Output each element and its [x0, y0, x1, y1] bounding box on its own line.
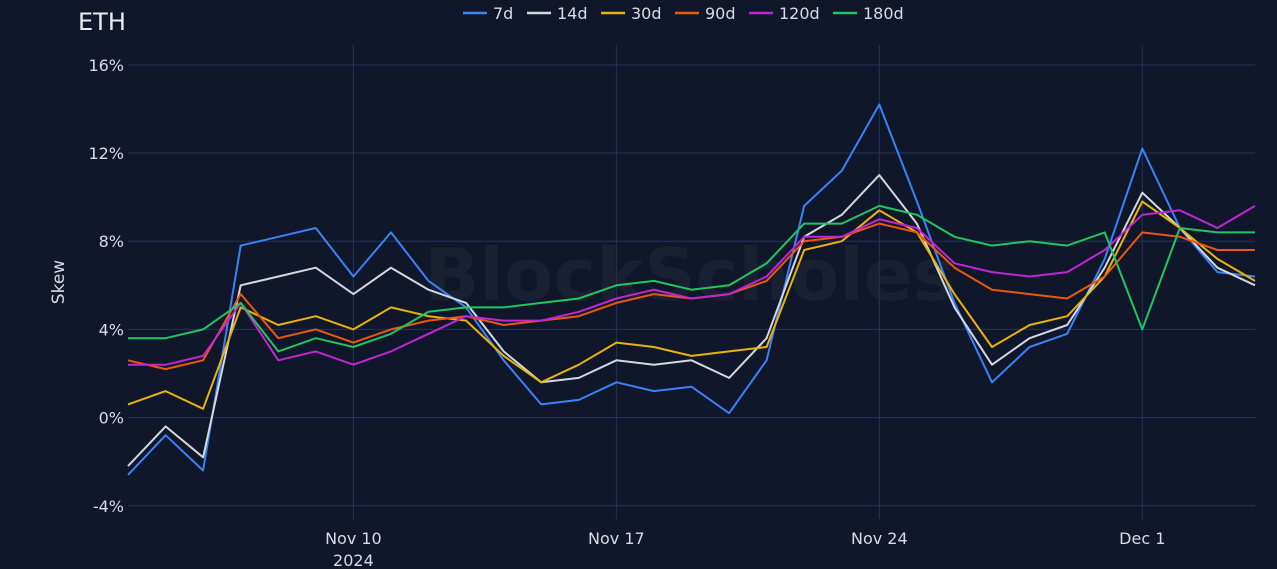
y-tick-label: 0%: [99, 409, 124, 428]
series-line-7d: [127, 103, 1256, 476]
legend-item-30d[interactable]: 30d: [601, 4, 662, 23]
series-line-30d: [127, 200, 1256, 410]
y-tick-label: -4%: [93, 497, 124, 516]
legend-label: 120d: [779, 4, 820, 23]
legend-label: 7d: [493, 4, 513, 23]
series-line-14d: [127, 174, 1256, 467]
y-axis-ticks: -4% 0% 4% 8% 12% 16%: [88, 56, 124, 516]
y-tick-label: 8%: [99, 232, 124, 251]
series-line-180d: [128, 204, 1255, 353]
legend-item-90d[interactable]: 90d: [675, 4, 736, 23]
legend-label: 14d: [557, 4, 588, 23]
legend-label: 180d: [863, 4, 904, 23]
x-tick-sublabel: 2024: [333, 551, 374, 569]
legend-item-14d[interactable]: 14d: [527, 4, 588, 23]
legend-label: 30d: [631, 4, 662, 23]
legend-item-120d[interactable]: 120d: [749, 4, 820, 23]
y-axis-label: Skew: [49, 260, 69, 304]
series-lines: [127, 103, 1256, 476]
watermark: BlockScholes: [424, 233, 955, 317]
x-tick-label: Nov 24: [851, 529, 908, 548]
chart-title: ETH: [78, 8, 126, 36]
gridlines: [128, 45, 1255, 519]
y-tick-label: 12%: [88, 144, 124, 163]
y-tick-label: 16%: [88, 56, 124, 75]
legend-item-7d[interactable]: 7d: [463, 4, 513, 23]
series-line-120d: [128, 205, 1256, 366]
legend: 7d 14d 30d 90d 120d 180d: [463, 4, 904, 23]
y-tick-label: 4%: [99, 320, 124, 339]
x-tick-label: Dec 1: [1119, 529, 1165, 548]
x-axis-ticks: Nov 10 2024 Nov 17 Nov 24 Dec 1: [325, 529, 1165, 569]
x-tick-label: Nov 10: [325, 529, 382, 548]
legend-label: 90d: [705, 4, 736, 23]
legend-item-180d[interactable]: 180d: [833, 4, 904, 23]
x-tick-label: Nov 17: [588, 529, 645, 548]
